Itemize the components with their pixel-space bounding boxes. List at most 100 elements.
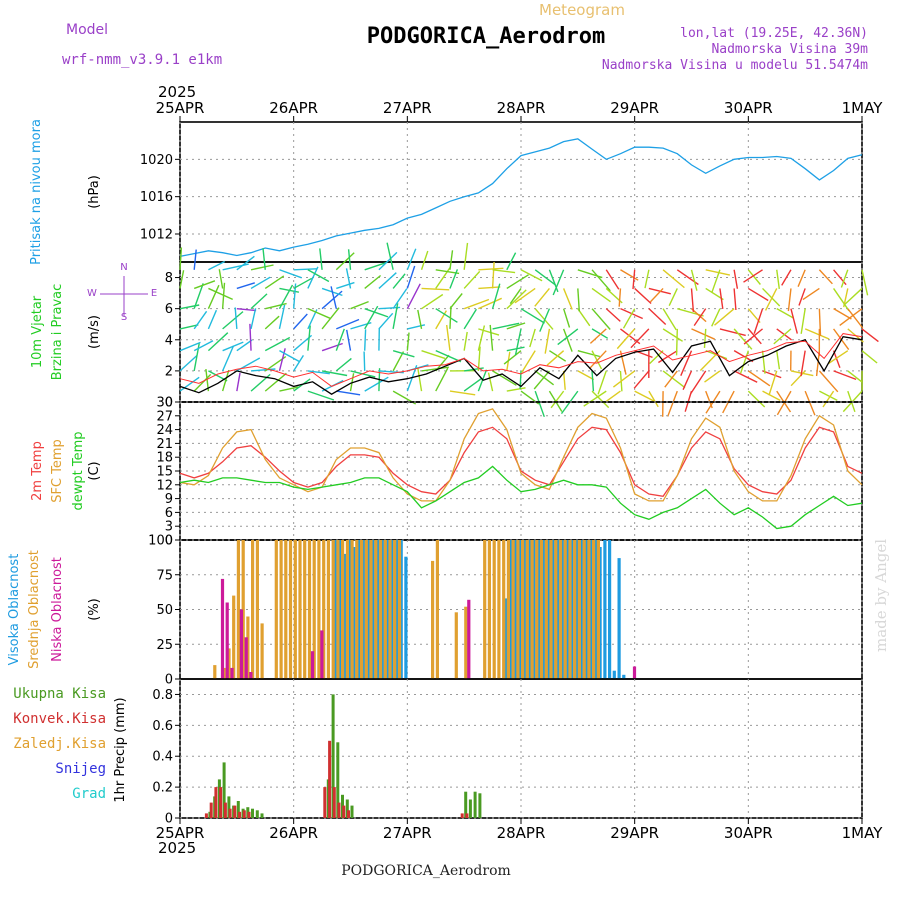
wind-arrow [278,304,286,330]
cloud-high_cloud-bar [357,540,361,679]
wind-arrows [179,242,879,418]
compass-label: N [120,262,127,273]
wind-arrow [616,328,636,350]
cloud-mid_cloud-bar [274,540,278,679]
wind-arrow [364,274,382,289]
wind-arrow [449,269,459,289]
wind-arrow [321,307,340,330]
cloud-mid_cloud-bar [232,595,236,679]
temperature-ytick-label: 0 [165,534,173,549]
wind-arrow [562,328,573,352]
cloud-mid_cloud-bar [284,540,288,679]
precip-total_precip-bar [478,793,482,818]
pressure-frame [179,121,863,263]
cloud-mid_cloud-bar [464,606,468,679]
wind-arrow [747,287,769,302]
wind-arrow [489,324,494,351]
precip-total_precip-bar [236,801,240,818]
wind-arrow [179,376,200,392]
precip-conv_precip-bar [228,808,232,818]
wind-arrow [787,288,792,312]
cloud-mid_cloud-bar [596,540,600,679]
wind-arrow [193,283,204,309]
wind-arrow [478,297,502,310]
wind-arrow [417,309,423,330]
wind-panel: 0 2 4 6 8 (m/s) 10m Vjetar Brzina i Pravac N S W E [30,242,879,418]
wind-arrow [264,315,280,330]
temperature-ytick-label: 3 [165,520,173,535]
credit-text: made by Angel [872,539,890,652]
precip-total_precip-bar [336,742,340,818]
wind-arrow [207,309,218,330]
wind-arrow [463,242,469,270]
wind-arrow [193,310,208,330]
wind-arrow [207,284,220,309]
wind-arrow [221,282,226,309]
wind-arrow [435,354,450,372]
cloud-mid_cloud-bar [341,540,345,679]
wind-arrow [193,373,212,392]
cloud-high_cloud-bar [603,540,607,679]
cloud-mid_cloud-bar [502,540,506,679]
cloud-mid_cloud-bar [350,540,354,679]
cloud-mid_cloud-bar [539,540,544,679]
precip-total_precip-bar [222,762,226,818]
precip-conv_precip-bar [323,787,327,818]
wind-arrow [632,269,636,290]
wind-arrow [648,308,667,326]
wind-arrow [776,308,794,319]
temperature-ylabel: (C) [87,461,102,480]
wind-arrow [179,341,201,352]
x-tick-label-bottom: 30APR [724,824,773,842]
wind-arrow [392,288,408,310]
wind-arrow [861,350,878,364]
wind-arrow [800,350,806,377]
precip-conv_precip-bar [247,811,251,818]
wind-arrow [487,372,494,392]
wind-arrow [833,308,852,320]
temperature-temp2m-line [179,426,863,498]
cloud-mid_cloud-bar [511,540,515,679]
cloud-mid_cloud-bar [246,616,250,679]
wind-arrow [506,346,525,352]
wind-arrow [546,350,565,366]
cloud-mid_cloud-bar [241,540,245,679]
wind-arrow [802,287,820,301]
wind-arrow [346,329,352,351]
x-tick-label-bottom: 28APR [497,824,546,842]
wind-arrow [828,350,849,365]
wind-arrow [843,287,863,306]
wind-arrow [509,288,522,305]
cloud-mid_cloud-bar [558,540,563,679]
wind-arrow [435,367,449,392]
cloud-mid_cloud-bar [322,540,326,679]
wind-arrow [583,390,607,407]
wind-arrow [861,328,879,343]
wind-arrow [747,370,771,387]
wind-arrow [649,350,664,365]
cloud-high_cloud-bar [536,540,541,679]
cloud-high_cloud-bar [342,553,346,679]
wind-arrow [534,288,550,307]
precip-conv_precip-bar [465,813,469,818]
wind-arrow [781,269,792,286]
cloud-high_cloud-bar [394,540,399,679]
compass-label: E [151,288,157,299]
wind-arrow [335,252,355,271]
wind-arrow [392,303,399,330]
wind-arrow [336,318,360,330]
wind-arrow [832,350,841,369]
precip-total_precip-bar [227,796,231,818]
wind-arrow [776,350,781,370]
pressure-ytick-label: 1016 [140,190,173,205]
wind-arrow [562,370,566,390]
wind-arrow [406,365,418,392]
wind-arrow [345,268,352,289]
temperature-ytick-label: 18 [156,451,173,466]
cloud-high_cloud-bar [565,540,569,679]
temperature-ytick-label: 12 [156,478,173,493]
elevation-text: Nadmorska Visina 39m [711,42,868,57]
meteogram-subtitle: Meteogram [539,1,625,19]
wind-arrow [662,370,686,389]
